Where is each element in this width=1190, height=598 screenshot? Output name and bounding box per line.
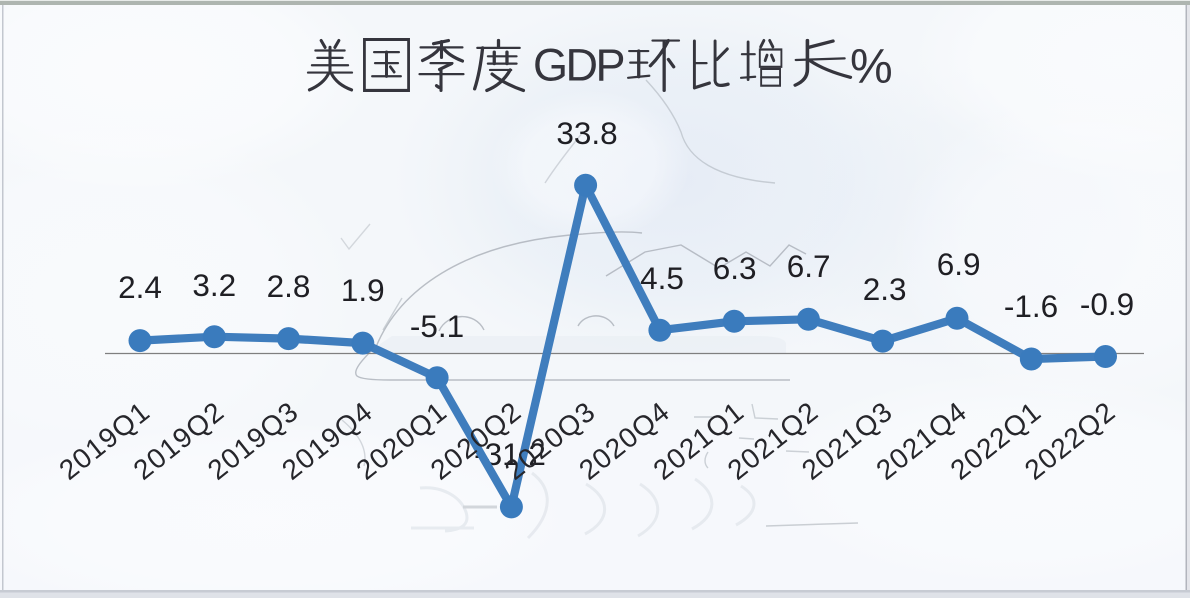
svg-text:6.7: 6.7 [787,248,831,284]
svg-text:-1.6: -1.6 [1004,288,1058,324]
svg-text:6.3: 6.3 [713,250,757,286]
svg-text:6.9: 6.9 [937,246,981,282]
svg-text:33.8: 33.8 [556,115,617,151]
svg-text:GDP: GDP [533,40,624,91]
svg-text:3.2: 3.2 [192,267,236,303]
svg-text:2.4: 2.4 [118,269,162,305]
svg-text:2.8: 2.8 [267,268,311,304]
svg-text:2.3: 2.3 [863,271,907,307]
svg-text:%: % [850,41,893,94]
svg-text:-0.9: -0.9 [1080,286,1134,322]
svg-text:4.5: 4.5 [640,260,684,296]
svg-text:1.9: 1.9 [341,272,385,308]
svg-text:-5.1: -5.1 [410,308,464,344]
